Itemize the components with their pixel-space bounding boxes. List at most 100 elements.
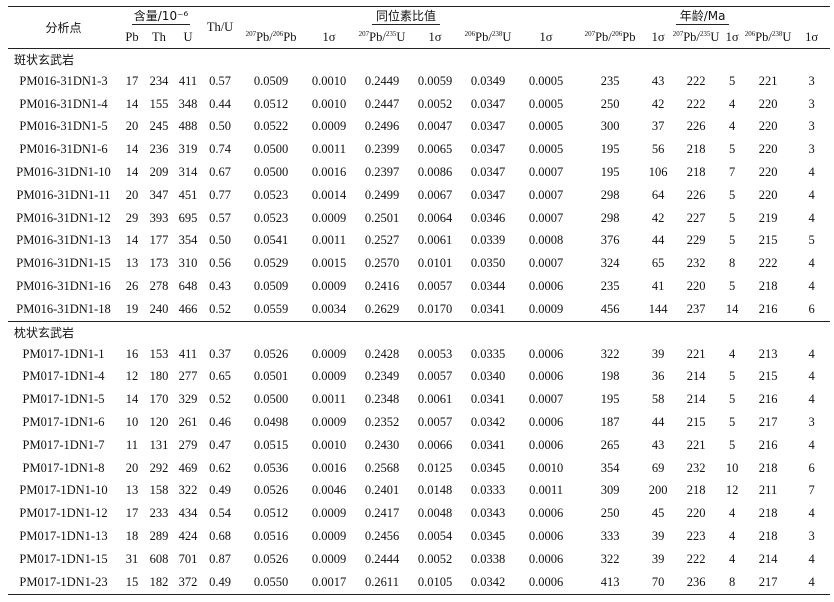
table-cell: 0.0550 [237,570,306,595]
table-cell: 45 [651,506,665,521]
table-row: PM017-1DN1-15 31 608 701 0.87 0.0526 0.0009 0.2… [8,548,830,571]
table-cell: 279 [178,437,198,452]
table-cell: 0.0148 [417,483,453,498]
table-cell: 5 [728,392,736,407]
table-cell: 42 [651,96,665,111]
table-cell: 4 [728,346,736,361]
table-row: PM016-31DN1-5 20 245 488 0.50 0.0522 0.0009 0.2… [8,116,830,139]
table-cell: 265 [600,437,620,452]
table-cell: 209 [149,165,169,180]
group-title: 枕状玄武岩 [8,320,831,343]
table-cell: 218 [758,279,778,294]
table-row: PM016-31DN1-4 14 155 348 0.44 0.0512 0.0010 0.2… [8,93,830,116]
table-cell: 221 [686,437,706,452]
table-cell: 298 [600,187,620,202]
table-cell: 0.0523 [253,187,289,202]
table-cell: 65 [651,256,665,271]
table-cell: 144 [648,301,668,316]
table-cell: 221 [686,346,706,361]
table-cell: 177 [149,233,169,248]
table-cell: 0.0350 [470,256,506,271]
table-cell: 0.0046 [311,483,347,498]
table-cell: 218 [686,483,706,498]
table-cell: 0.0009 [311,346,347,361]
table-cell: 221 [758,73,778,88]
table-cell: 608 [149,551,169,566]
table-cell: 0.0516 [253,529,289,544]
table-cell: 0.43 [209,279,231,294]
table-cell: 5 [728,369,736,384]
table-cell: 0.2416 [364,279,400,294]
table-cell: 0.2430 [364,437,400,452]
table-cell: 0.0333 [470,483,506,498]
table-cell: 314 [178,165,198,180]
table-cell: 0.47 [209,437,231,452]
table-cell: 4 [808,256,815,271]
table-cell: 15 [119,570,145,595]
table-cell: 0.0057 [417,279,453,294]
table-cell: 0.0498 [253,415,289,430]
table-row: PM016-31DN1-13 14 177 354 0.50 0.0541 0.0011 0.… [8,230,830,253]
header-ratio-207-235: 207Pb/235U [358,29,406,44]
table-cell: 456 [600,301,620,316]
table-cell: 0.2447 [364,96,400,111]
header-age-207-235: 207Pb/235U [672,29,720,44]
table-cell: 0.0345 [470,460,506,475]
sample-id-cell: PM017-1DN1-1 [22,346,105,361]
table-cell: 0.0006 [528,369,564,384]
table-cell: 4 [808,437,815,452]
table-cell: 0.0034 [311,301,347,316]
table-cell: 0.0341 [470,301,506,316]
table-cell: 372 [173,570,204,595]
table-cell: 58 [651,392,665,407]
header-th-u: Th/U [206,20,234,34]
table-cell: 319 [178,142,198,157]
table-cell: 0.0526 [253,346,289,361]
table-cell: 0.57 [209,210,231,225]
table-cell: 0.0344 [470,279,506,294]
table-row: PM017-1DN1-23 15 182 372 0.49 0.0550 0.0017 0.2… [8,570,831,595]
sample-id-cell: PM016-31DN1-4 [19,96,108,111]
table-cell: 213 [758,346,778,361]
header-content: 含量/10⁻⁶ [131,9,191,25]
table-cell: 0.49 [203,570,238,595]
table-cell: 217 [743,570,794,595]
table-cell: 14 [125,233,139,248]
table-cell: 0.0342 [470,415,506,430]
table-cell: 0.62 [209,460,231,475]
table-cell: 17 [125,73,139,88]
table-row: PM016-31DN1-6 14 236 319 0.74 0.0500 0.0011 0.2… [8,138,830,161]
table-cell: 4 [728,119,736,134]
table-cell: 434 [178,506,198,521]
table-cell: 4 [808,551,815,566]
table-cell: 0.0526 [253,551,289,566]
header-th: Th [152,30,166,44]
table-cell: 0.0515 [253,437,289,452]
table-cell: 131 [149,437,169,452]
table-cell: 0.65 [209,369,231,384]
table-row: PM016-31DN1-11 20 347 451 0.77 0.0523 0.0014 0.… [8,184,830,207]
table-cell: 214 [686,369,706,384]
table-cell: 180 [149,369,169,384]
table-cell: 0.0347 [470,119,506,134]
table-header: 分析点 含量/10⁻⁶ Th/U 同位素比值 年龄/Ma Pb Th U 207… [8,6,831,49]
table-cell: 20 [125,460,139,475]
table-cell: 0.68 [209,529,231,544]
table-cell: 211 [758,483,778,498]
table-cell: 0.0345 [470,529,506,544]
table-cell: 0.0340 [470,369,506,384]
table-cell: 0.50 [209,119,231,134]
table-cell: 222 [686,551,706,566]
table-cell: 41 [651,279,665,294]
table-cell: 0.0342 [459,570,518,595]
table-cell: 0.2352 [364,415,400,430]
table-cell: 695 [178,210,198,225]
table-cell: 13 [125,256,139,271]
table-cell: 322 [178,483,198,498]
table-cell: 0.0005 [528,96,564,111]
table-cell: 354 [178,233,198,248]
table-cell: 64 [651,187,665,202]
table-row: PM017-1DN1-12 17 233 434 0.54 0.0512 0.0009 0.2… [8,502,830,525]
table-cell: 120 [149,415,169,430]
table-cell: 0.0170 [417,301,453,316]
